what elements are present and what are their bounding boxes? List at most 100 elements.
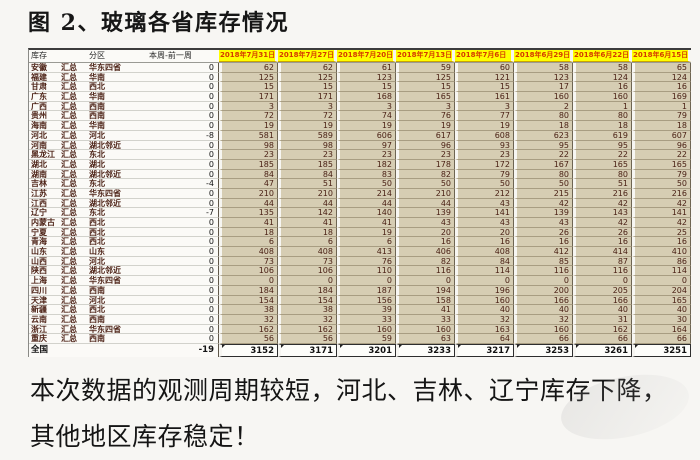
table-row: 陕西 汇总 湖北邻近 0 106 106 110 116 114 116 116 114 <box>29 266 691 277</box>
value-cell: 123 <box>337 72 396 83</box>
value-cell: 125 <box>278 72 337 83</box>
region-cell: 华南 <box>89 92 149 102</box>
diff-cell: 0 <box>149 82 219 93</box>
table-row: 四川 汇总 西南 0 184 184 187 194 196 200 205 204 <box>29 285 691 296</box>
diff-cell: 0 <box>149 285 219 296</box>
diff-cell: 0 <box>149 63 219 73</box>
province-cell: 新疆 <box>29 305 61 315</box>
value-cell: 6 <box>337 237 396 248</box>
value-cell: 58 <box>573 63 632 73</box>
summary-cell: 汇总 <box>61 315 89 325</box>
region-cell: 河北 <box>89 257 149 267</box>
diff-cell: 0 <box>149 188 219 199</box>
province-cell: 湖北 <box>29 160 61 170</box>
value-cell: 44 <box>219 198 278 209</box>
value-cell: 80 <box>514 169 573 180</box>
diff-cell: 0 <box>149 159 219 170</box>
diff-cell: -4 <box>149 179 219 189</box>
value-cell: 166 <box>514 295 573 306</box>
value-cell: 18 <box>219 227 278 238</box>
summary-cell: 汇总 <box>61 257 89 267</box>
diff-cell: 0 <box>149 198 219 209</box>
table-row: 天津 汇总 河北 0 154 154 156 158 160 166 166 165 <box>29 295 691 306</box>
value-cell: 165 <box>396 92 455 102</box>
diff-cell: 0 <box>149 276 219 286</box>
value-cell: 17 <box>514 82 573 93</box>
total-value-cell: 3253 <box>514 343 573 357</box>
value-cell: 6 <box>278 237 337 248</box>
table-row: 安徽 汇总 华东四省 0 62 62 61 59 60 58 58 65 <box>29 63 691 73</box>
value-cell: 31 <box>573 314 632 325</box>
diff-cell: 0 <box>149 256 219 267</box>
summary-cell: 汇总 <box>61 228 89 238</box>
value-cell: 0 <box>514 276 573 286</box>
table-row: 湖南 汇总 湖北邻近 0 84 84 83 82 79 80 80 79 <box>29 169 691 180</box>
value-cell: 51 <box>278 179 337 189</box>
value-cell: 124 <box>573 72 632 83</box>
value-cell: 97 <box>337 140 396 151</box>
province-cell: 山西 <box>29 257 61 267</box>
date-headers: 2018年7月31日 2018年7月27日 2018年7月20日 2018年7月13日… <box>219 50 691 62</box>
date-header-cell: 2018年6月15日 <box>632 50 691 62</box>
summary-cell: 汇总 <box>61 208 89 218</box>
value-cell: 43 <box>514 218 573 228</box>
summary-cell: 汇总 <box>61 218 89 228</box>
value-cell: 19 <box>219 121 278 131</box>
table-row: 河南 汇总 湖北邻近 0 98 98 97 96 93 95 95 96 <box>29 140 691 151</box>
region-cell: 西南 <box>89 334 149 344</box>
value-cell: 93 <box>455 140 514 151</box>
value-cell: 59 <box>396 63 455 73</box>
value-cell: 26 <box>573 227 632 238</box>
diff-cell: 0 <box>149 121 219 131</box>
summary-cell: 汇总 <box>61 325 89 335</box>
diff-cell: 0 <box>149 92 219 102</box>
value-cell: 163 <box>455 324 514 335</box>
value-cell: 171 <box>278 92 337 102</box>
value-cell: 50 <box>632 179 691 189</box>
value-cell: 15 <box>455 82 514 93</box>
region-cell: 湖北邻近 <box>89 199 149 209</box>
region-cell: 西南 <box>89 315 149 325</box>
value-cell: 194 <box>396 285 455 296</box>
summary-cell: 汇总 <box>61 189 89 199</box>
region-cell: 河北 <box>89 296 149 306</box>
value-cell: 72 <box>219 111 278 122</box>
value-cell: 80 <box>573 111 632 122</box>
value-cell: 15 <box>219 82 278 93</box>
value-cell: 15 <box>337 82 396 93</box>
province-cell: 安徽 <box>29 63 61 73</box>
table-row: 湖北 汇总 湖北 0 185 185 182 178 172 167 165 165 <box>29 159 691 170</box>
table-row: 青海 汇总 西北 0 6 6 6 16 16 16 16 16 <box>29 237 691 248</box>
region-cell: 湖北邻近 <box>89 170 149 180</box>
diff-cell: 0 <box>149 266 219 277</box>
table-row: 上海 汇总 华东四省 0 0 0 0 0 0 0 0 0 <box>29 276 691 286</box>
header-inventory: 库存 <box>31 51 47 60</box>
table-row: 江西 汇总 湖北邻近 0 44 44 44 44 43 42 42 42 <box>29 198 691 209</box>
value-cell: 114 <box>455 266 514 277</box>
value-cell: 125 <box>219 72 278 83</box>
value-cell: 162 <box>219 324 278 335</box>
value-cell: 589 <box>278 130 337 141</box>
value-cell: 32 <box>278 314 337 325</box>
diff-cell: 0 <box>149 295 219 306</box>
table-row: 广东 汇总 华南 0 171 171 168 165 161 160 160 169 <box>29 92 691 102</box>
value-cell: 32 <box>455 314 514 325</box>
value-cell: 43 <box>455 198 514 209</box>
total-value-cell: 3152 <box>219 343 278 357</box>
value-cell: 98 <box>219 140 278 151</box>
value-cell: 0 <box>219 276 278 286</box>
value-cell: 96 <box>396 140 455 151</box>
region-cell: 华南 <box>89 121 149 131</box>
table-row: 内蒙古 汇总 西北 0 41 41 41 43 43 43 42 42 <box>29 218 691 228</box>
value-cell: 619 <box>573 130 632 141</box>
value-cell: 40 <box>632 305 691 315</box>
value-cell: 16 <box>514 237 573 248</box>
value-cell: 161 <box>455 92 514 102</box>
province-cell: 吉林 <box>29 179 61 189</box>
value-cell: 3 <box>396 101 455 112</box>
value-cell: 73 <box>219 256 278 267</box>
value-cell: 50 <box>337 179 396 189</box>
region-cell: 东北 <box>89 179 149 189</box>
date-header-cell: 2018年6月22日 <box>573 50 632 62</box>
value-cell: 116 <box>514 266 573 277</box>
